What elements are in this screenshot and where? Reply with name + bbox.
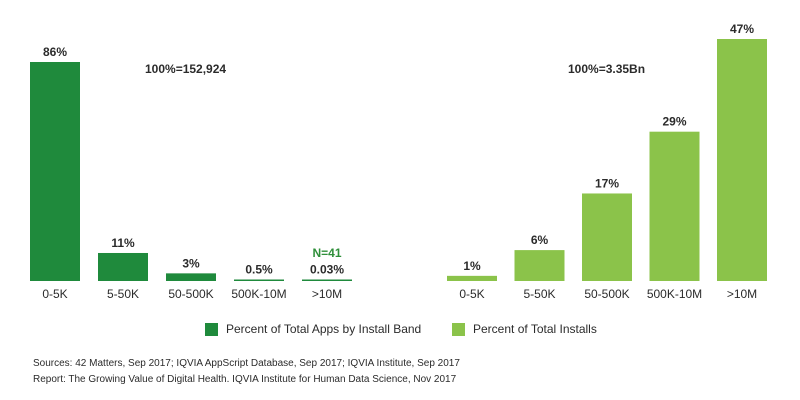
legend-swatch-installs bbox=[452, 322, 465, 336]
installs-bar-1 bbox=[514, 250, 565, 281]
installs-tick-label-3: 500K-10M bbox=[647, 287, 702, 301]
installs-value-label-4: 47% bbox=[730, 22, 754, 36]
installs-value-label-3: 29% bbox=[662, 115, 686, 129]
legend-item-apps: Percent of Total Apps by Install Band bbox=[205, 322, 421, 336]
chart-area: 86% 0-5K 11% 5-50K 3% 50-500K 0.5% 500K-10M 0.03… bbox=[30, 22, 767, 301]
apps-annotation: N=41 bbox=[312, 246, 341, 260]
installs-tick-label-2: 50-500K bbox=[584, 287, 629, 301]
apps-bar-3 bbox=[234, 279, 284, 281]
legend-swatch-apps bbox=[205, 322, 218, 336]
apps-tick-label-1: 5-50K bbox=[107, 287, 139, 301]
apps-bar-2 bbox=[166, 273, 216, 281]
apps-bar-0 bbox=[30, 62, 80, 281]
installs-bar-4 bbox=[717, 39, 767, 281]
report-note: Report: The Growing Value of Digital Hea… bbox=[33, 374, 457, 385]
apps-value-label-3: 0.5% bbox=[245, 263, 273, 277]
apps-value-label-2: 3% bbox=[182, 256, 200, 270]
apps-tick-label-0: 0-5K bbox=[42, 287, 67, 301]
legend-label-installs: Percent of Total Installs bbox=[473, 322, 597, 336]
footer: Sources: 42 Matters, Sep 2017; IQVIA App… bbox=[33, 356, 460, 388]
installs-bar-2 bbox=[582, 193, 632, 281]
apps-total-label: 100%=152,924 bbox=[145, 62, 226, 76]
installs-total-label: 100%=3.35Bn bbox=[568, 62, 645, 76]
installs-bar-3 bbox=[649, 131, 700, 281]
apps-tick-label-3: 500K-10M bbox=[231, 287, 286, 301]
apps-bar-1 bbox=[98, 252, 148, 281]
apps-value-label-1: 11% bbox=[111, 236, 135, 250]
apps-value-label-4: 0.03% bbox=[310, 263, 344, 277]
apps-value-label-0: 86% bbox=[43, 45, 67, 59]
legend-item-installs: Percent of Total Installs bbox=[452, 322, 597, 336]
installs-value-label-0: 1% bbox=[463, 259, 481, 273]
apps-bar-4 bbox=[302, 279, 352, 281]
installs-value-label-2: 17% bbox=[595, 176, 619, 190]
apps-tick-label-4: >10M bbox=[312, 287, 342, 301]
legend: Percent of Total Apps by Install Band Pe… bbox=[0, 322, 800, 342]
sources-note: Sources: 42 Matters, Sep 2017; IQVIA App… bbox=[33, 358, 460, 369]
apps-tick-label-2: 50-500K bbox=[168, 287, 213, 301]
installs-tick-label-1: 5-50K bbox=[523, 287, 555, 301]
installs-tick-label-4: >10M bbox=[727, 287, 757, 301]
installs-value-label-1: 6% bbox=[531, 233, 549, 247]
installs-bar-0 bbox=[447, 275, 497, 281]
installs-tick-label-0: 0-5K bbox=[459, 287, 484, 301]
legend-label-apps: Percent of Total Apps by Install Band bbox=[226, 322, 422, 336]
